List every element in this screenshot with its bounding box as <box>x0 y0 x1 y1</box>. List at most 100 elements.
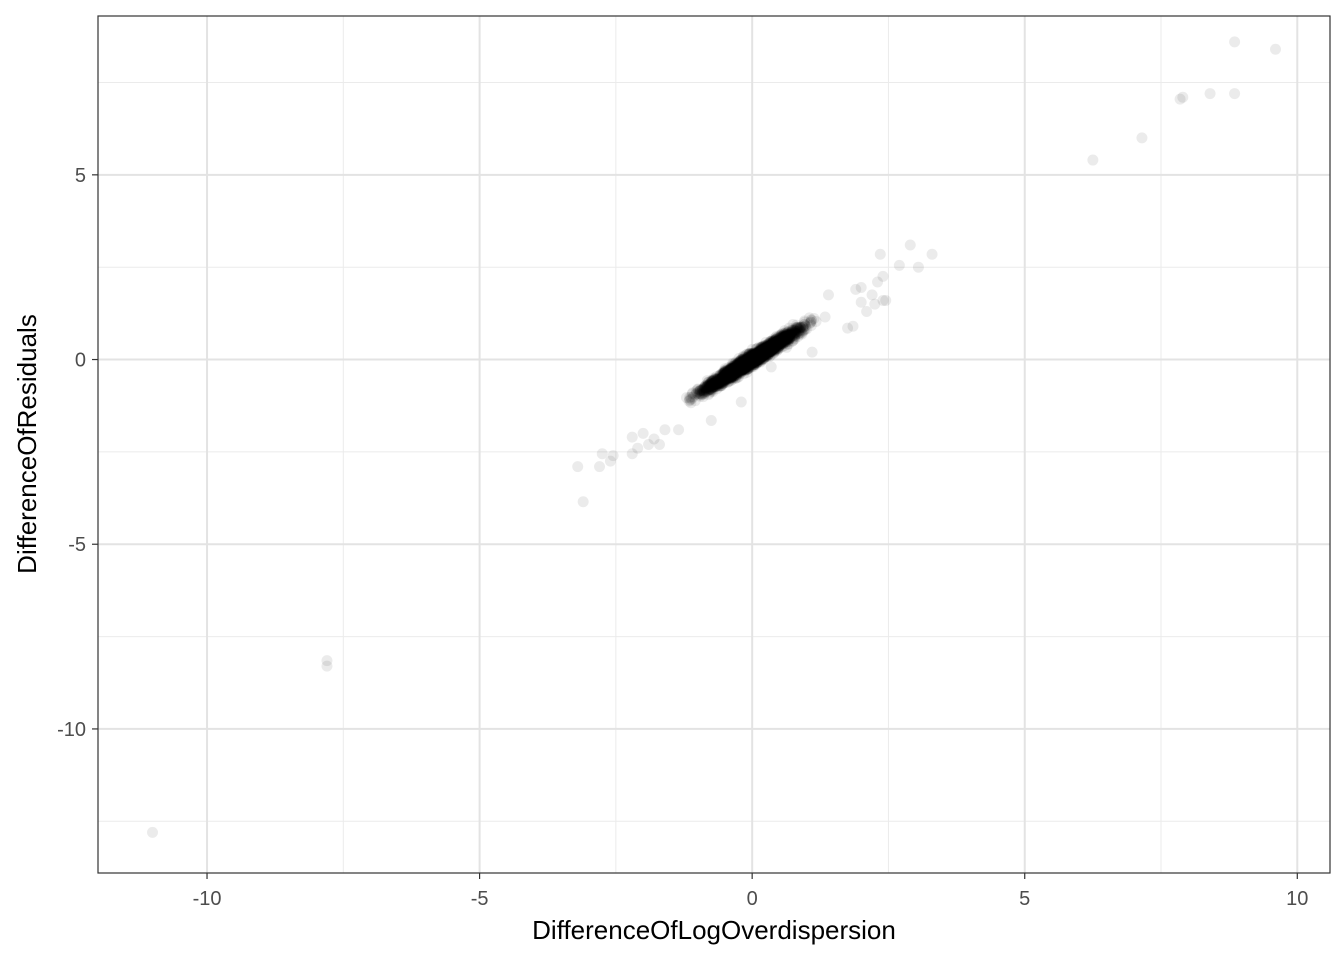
cluster-point <box>747 348 759 360</box>
cluster-point <box>728 360 740 372</box>
cluster-point <box>732 363 744 375</box>
cluster-point <box>764 341 776 353</box>
cluster-point <box>733 360 745 372</box>
cluster-point <box>704 383 716 395</box>
cluster-point <box>736 360 748 371</box>
cluster-point <box>715 374 727 386</box>
cluster-point <box>734 362 746 374</box>
cluster-point <box>725 371 737 383</box>
cluster-point <box>735 358 747 370</box>
cluster-point <box>703 379 715 391</box>
cluster-point <box>754 344 766 356</box>
cluster-point <box>766 341 778 353</box>
cluster-point <box>786 324 798 336</box>
cluster-point <box>745 350 757 362</box>
cluster-point <box>744 354 756 366</box>
cluster-point <box>720 369 732 381</box>
cluster-point <box>712 379 724 391</box>
cluster-point <box>708 378 720 390</box>
cluster-point <box>768 342 780 354</box>
cluster-point <box>735 359 747 371</box>
cluster-point <box>736 359 748 371</box>
cluster-point <box>733 360 745 372</box>
cluster-point <box>727 365 739 377</box>
cluster-point <box>734 359 746 371</box>
cluster-point <box>750 353 762 365</box>
cluster-point <box>743 353 755 365</box>
cluster-point <box>748 356 760 368</box>
cluster-point <box>755 349 767 361</box>
cluster-point <box>755 349 767 361</box>
cluster-point <box>727 372 739 384</box>
cluster-point <box>726 369 738 381</box>
cluster-point <box>694 385 706 397</box>
cluster-point <box>736 355 748 367</box>
cluster-point <box>720 369 732 381</box>
cluster-point <box>728 370 740 382</box>
cluster-point <box>789 325 801 337</box>
cluster-point <box>717 375 729 387</box>
cluster-point <box>729 372 741 384</box>
cluster-point <box>799 315 811 327</box>
cluster-point <box>737 360 749 372</box>
cluster-point <box>770 341 782 353</box>
cluster-point <box>751 350 763 362</box>
cluster-point <box>733 362 745 374</box>
cluster-point <box>752 356 764 368</box>
cluster-point <box>764 342 776 354</box>
cluster-point <box>725 364 737 376</box>
cluster-point <box>770 334 782 346</box>
cluster-point <box>746 355 758 366</box>
cluster-point <box>724 367 736 379</box>
cluster-point <box>755 349 767 361</box>
cluster-point <box>748 352 760 364</box>
cluster-point <box>753 349 765 361</box>
cluster-point <box>722 375 734 387</box>
cluster-point <box>715 372 727 384</box>
cluster-point <box>736 363 748 375</box>
cluster-point <box>729 366 741 378</box>
cluster-point <box>757 349 769 361</box>
cluster-point <box>755 345 767 357</box>
cluster-point <box>757 352 769 364</box>
cluster-point <box>770 343 782 355</box>
cluster-point <box>770 337 782 349</box>
y-tick-label: -5 <box>68 534 86 556</box>
cluster-point <box>736 359 748 371</box>
cluster-point <box>792 331 804 342</box>
cluster-point <box>754 350 766 362</box>
cluster-point <box>755 351 767 363</box>
cluster-point <box>728 362 740 373</box>
cluster-point <box>757 348 769 360</box>
cluster-point <box>778 334 790 346</box>
cluster-point <box>727 367 739 379</box>
cluster-point <box>707 379 719 391</box>
cluster-point <box>724 372 736 384</box>
cluster-point <box>763 346 775 358</box>
cluster-point <box>748 349 760 361</box>
cluster-point <box>748 354 760 366</box>
cluster-point <box>787 330 799 342</box>
cluster-point <box>748 355 760 367</box>
cluster-point <box>691 387 703 399</box>
cluster-point <box>740 360 752 372</box>
cluster-point <box>772 335 784 347</box>
cluster-point <box>749 354 761 366</box>
cluster-point <box>772 334 784 346</box>
cluster-point <box>742 357 754 369</box>
cluster-point <box>694 388 706 400</box>
cluster-point <box>784 328 796 340</box>
cluster-point <box>753 350 765 362</box>
cluster-point <box>798 318 810 330</box>
cluster-point <box>760 347 772 359</box>
cluster-point <box>769 337 781 349</box>
cluster-point <box>762 337 774 349</box>
cluster-point <box>768 338 780 350</box>
cluster-point <box>714 378 726 390</box>
cluster-point <box>735 363 747 375</box>
cluster-point <box>693 389 705 401</box>
cluster-point <box>772 336 784 348</box>
cluster-point <box>719 366 731 378</box>
cluster-point <box>734 358 746 370</box>
cluster-point <box>753 350 765 362</box>
